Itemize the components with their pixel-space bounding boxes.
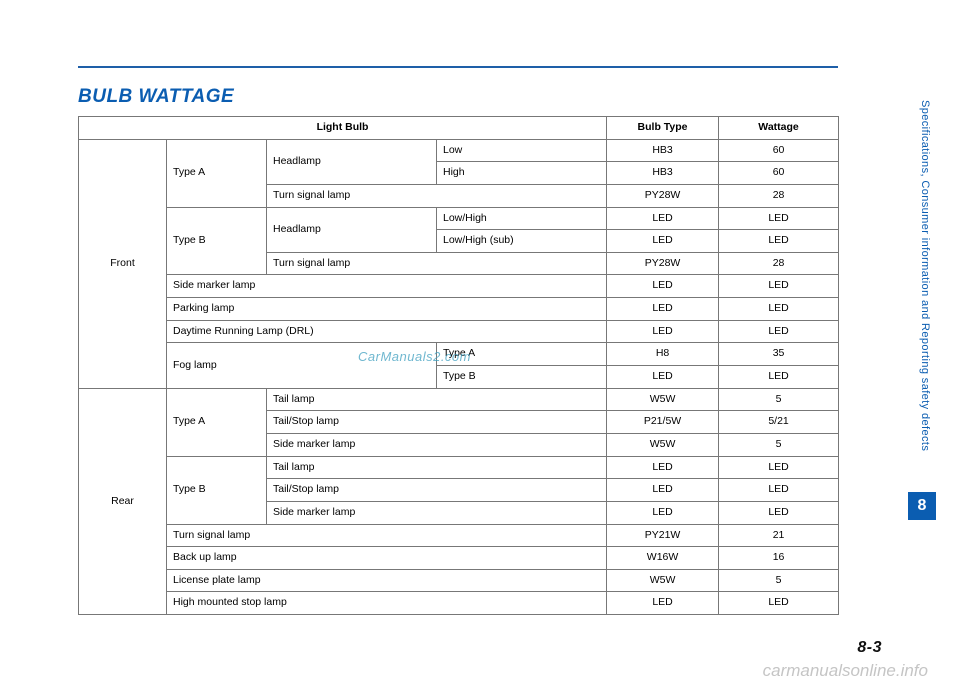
cell-type: LED: [607, 456, 719, 479]
cell-watt: LED: [719, 207, 839, 230]
cell-name: Parking lamp: [167, 298, 607, 321]
cell-watt: LED: [719, 501, 839, 524]
cell-type: PY21W: [607, 524, 719, 547]
cell-watt: 5: [719, 569, 839, 592]
cell-type: W16W: [607, 547, 719, 570]
cell-watt: 60: [719, 162, 839, 185]
cell-name: Side marker lamp: [167, 275, 607, 298]
cell-type: H8: [607, 343, 719, 366]
cell-watt: 28: [719, 252, 839, 275]
cell-name: License plate lamp: [167, 569, 607, 592]
cell-sub: Low/High: [437, 207, 607, 230]
cell-type: LED: [607, 298, 719, 321]
cell-type: W5W: [607, 433, 719, 456]
bulb-wattage-table: Light Bulb Bulb Type Wattage Front Type …: [78, 116, 839, 615]
cell-watt: LED: [719, 592, 839, 615]
table-header-row: Light Bulb Bulb Type Wattage: [79, 117, 839, 140]
col-light-bulb: Light Bulb: [79, 117, 607, 140]
table-row: License plate lamp W5W 5: [79, 569, 839, 592]
cell-name: Tail/Stop lamp: [267, 411, 607, 434]
cell-watt: LED: [719, 298, 839, 321]
cell-name: Side marker lamp: [267, 501, 607, 524]
cell-type: HB3: [607, 162, 719, 185]
cell-watt: 16: [719, 547, 839, 570]
cell-watt: LED: [719, 275, 839, 298]
cell-name: Tail/Stop lamp: [267, 479, 607, 502]
table-row: Front Type A Headlamp Low HB3 60: [79, 139, 839, 162]
cell-type: LED: [607, 230, 719, 253]
cell-type: P21/5W: [607, 411, 719, 434]
page: BULB WATTAGE Light Bulb Bulb Type Wattag…: [0, 0, 960, 689]
cell-watt: LED: [719, 366, 839, 389]
cell-type: LED: [607, 501, 719, 524]
cell-watt: LED: [719, 230, 839, 253]
cell-watt: 5/21: [719, 411, 839, 434]
group-type-a: Type A: [167, 139, 267, 207]
cell-sub: Low/High (sub): [437, 230, 607, 253]
page-number: 8-3: [857, 639, 882, 657]
col-bulb-type: Bulb Type: [607, 117, 719, 140]
cell-name: Tail lamp: [267, 456, 607, 479]
table-row: Type B Headlamp Low/High LED LED: [79, 207, 839, 230]
watermark-overlay: CarManuals2.com: [358, 349, 471, 364]
cell-watt: 5: [719, 388, 839, 411]
cell-name: High mounted stop lamp: [167, 592, 607, 615]
cell-watt: LED: [719, 456, 839, 479]
footer-watermark: carmanualsonline.info: [763, 661, 928, 681]
group-front: Front: [79, 139, 167, 388]
table-row: Side marker lamp LED LED: [79, 275, 839, 298]
cell-watt: 35: [719, 343, 839, 366]
cell-type: LED: [607, 479, 719, 502]
table-row: High mounted stop lamp LED LED: [79, 592, 839, 615]
cell-type: PY28W: [607, 252, 719, 275]
cell-type: LED: [607, 366, 719, 389]
cell-type: W5W: [607, 569, 719, 592]
group-headlamp: Headlamp: [267, 139, 437, 184]
table-row: Rear Type A Tail lamp W5W 5: [79, 388, 839, 411]
table-row: Type B Tail lamp LED LED: [79, 456, 839, 479]
cell-sub: High: [437, 162, 607, 185]
cell-type: LED: [607, 207, 719, 230]
cell-sub: Low: [437, 139, 607, 162]
cell-name: Tail lamp: [267, 388, 607, 411]
col-wattage: Wattage: [719, 117, 839, 140]
cell-name: Back up lamp: [167, 547, 607, 570]
chapter-tab: 8: [908, 492, 936, 520]
side-section-label: Specifications, Consumer information and…: [919, 100, 931, 480]
cell-name: Turn signal lamp: [267, 184, 607, 207]
cell-type: LED: [607, 592, 719, 615]
section-title: BULB WATTAGE: [78, 86, 234, 108]
group-type-a: Type A: [167, 388, 267, 456]
group-headlamp: Headlamp: [267, 207, 437, 252]
cell-name: Side marker lamp: [267, 433, 607, 456]
header-rule: [78, 66, 838, 68]
cell-sub: Type B: [437, 366, 607, 389]
cell-watt: LED: [719, 479, 839, 502]
cell-type: W5W: [607, 388, 719, 411]
cell-name: Turn signal lamp: [267, 252, 607, 275]
cell-watt: 28: [719, 184, 839, 207]
group-type-b: Type B: [167, 456, 267, 524]
cell-watt: 5: [719, 433, 839, 456]
cell-type: HB3: [607, 139, 719, 162]
group-type-b: Type B: [167, 207, 267, 275]
table-row: Daytime Running Lamp (DRL) LED LED: [79, 320, 839, 343]
table-row: Parking lamp LED LED: [79, 298, 839, 321]
cell-type: LED: [607, 275, 719, 298]
table-row: Back up lamp W16W 16: [79, 547, 839, 570]
group-rear: Rear: [79, 388, 167, 614]
cell-watt: 21: [719, 524, 839, 547]
cell-name: Daytime Running Lamp (DRL): [167, 320, 607, 343]
cell-type: LED: [607, 320, 719, 343]
table-row: Turn signal lamp PY21W 21: [79, 524, 839, 547]
cell-type: PY28W: [607, 184, 719, 207]
cell-watt: LED: [719, 320, 839, 343]
cell-name: Turn signal lamp: [167, 524, 607, 547]
cell-watt: 60: [719, 139, 839, 162]
